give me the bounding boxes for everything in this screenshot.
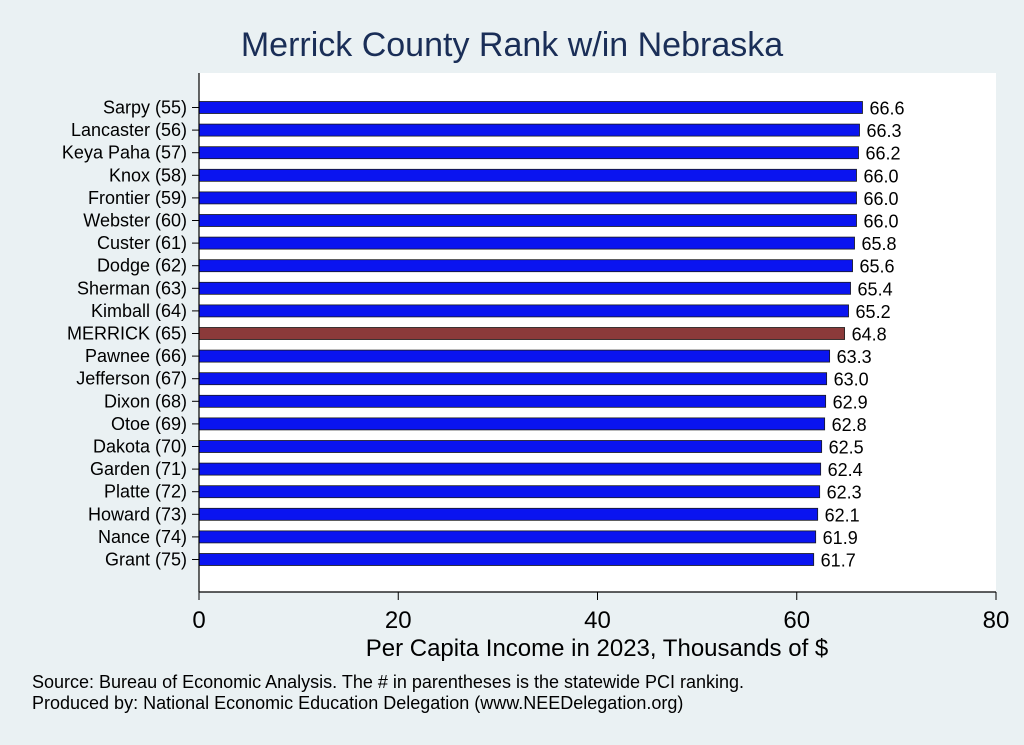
value-label: 62.3	[827, 483, 862, 503]
value-label: 65.2	[856, 302, 891, 322]
category-label: Dodge (62)	[97, 256, 187, 276]
chart-title: Merrick County Rank w/in Nebraska	[240, 26, 784, 64]
bar	[198, 304, 849, 318]
value-label: 66.2	[866, 144, 901, 164]
value-label: 62.9	[833, 392, 868, 412]
x-tick-label: 80	[983, 607, 1010, 634]
category-label: Otoe (69)	[111, 414, 187, 434]
bar	[198, 259, 853, 273]
category-label: Howard (73)	[88, 504, 187, 524]
bar	[198, 485, 821, 499]
bar	[198, 236, 855, 250]
value-label: 66.0	[864, 212, 899, 232]
value-label: 62.8	[832, 415, 867, 435]
category-label: Kimball (64)	[91, 301, 187, 321]
category-label: Platte (72)	[104, 482, 187, 502]
value-label: 62.5	[829, 438, 864, 458]
category-label: Dixon (68)	[104, 391, 187, 411]
category-label: Knox (58)	[109, 165, 187, 185]
category-label: Keya Paha (57)	[62, 143, 187, 163]
value-label: 66.3	[867, 121, 902, 141]
bar	[198, 462, 822, 476]
x-tick-label: 60	[783, 607, 810, 634]
value-label: 63.0	[834, 370, 869, 390]
source-text: Source: Bureau of Economic Analysis. The…	[32, 672, 745, 692]
category-label: Jefferson (67)	[76, 369, 187, 389]
value-label: 65.6	[860, 257, 895, 277]
value-label: 61.7	[821, 551, 856, 571]
bar	[198, 372, 828, 386]
bar	[198, 168, 857, 182]
category-label: Sarpy (55)	[103, 98, 187, 118]
x-tick-label: 0	[192, 607, 205, 634]
bar	[198, 553, 815, 566]
bar	[198, 440, 823, 453]
value-label: 64.8	[852, 325, 887, 345]
bar	[198, 530, 817, 544]
bar-highlight	[198, 327, 845, 340]
bar	[198, 349, 831, 363]
value-label: 62.4	[828, 460, 863, 480]
value-label: 66.0	[864, 166, 899, 186]
x-axis-title: Per Capita Income in 2023, Thousands of …	[366, 635, 829, 662]
category-label: Pawnee (66)	[85, 346, 187, 366]
category-label: Frontier (59)	[88, 188, 187, 208]
category-label: MERRICK (65)	[67, 324, 187, 344]
category-label: Lancaster (56)	[71, 120, 187, 140]
category-label: Sherman (63)	[77, 278, 187, 298]
value-label: 62.1	[825, 505, 860, 525]
x-tick-label: 40	[584, 607, 611, 634]
bar	[198, 101, 863, 114]
x-tick-label: 20	[385, 607, 412, 634]
category-label: Garden (71)	[90, 459, 187, 479]
bar	[198, 417, 826, 431]
category-label: Webster (60)	[83, 211, 187, 231]
bar	[198, 214, 857, 227]
value-label: 61.9	[823, 528, 858, 548]
source-note: Source: Bureau of Economic Analysis. The…	[32, 672, 744, 714]
bar	[198, 146, 859, 160]
value-label: 63.3	[837, 347, 872, 367]
produced-by-text: Produced by: National Economic Education…	[32, 693, 684, 713]
category-label: Dakota (70)	[93, 437, 187, 457]
category-label: Custer (61)	[97, 233, 187, 253]
value-label: 65.8	[862, 234, 897, 254]
bar	[198, 281, 851, 295]
value-label: 66.0	[864, 189, 899, 209]
category-label: Nance (74)	[98, 527, 187, 547]
bar	[198, 123, 860, 137]
value-label: 65.4	[858, 279, 893, 299]
bar	[198, 507, 819, 521]
category-label: Grant (75)	[105, 550, 187, 570]
bar	[198, 191, 857, 205]
value-label: 66.6	[870, 99, 905, 119]
bar	[198, 394, 827, 408]
